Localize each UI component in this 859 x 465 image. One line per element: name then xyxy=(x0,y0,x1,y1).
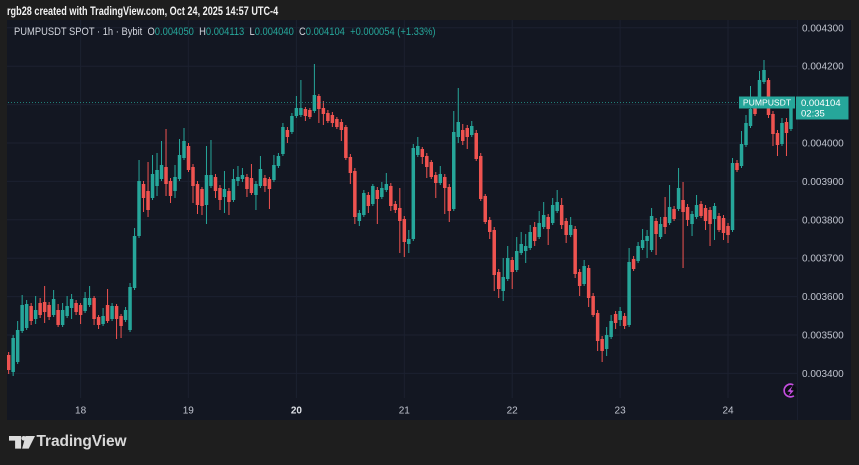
svg-text:0.003900: 0.003900 xyxy=(802,177,844,188)
svg-text:02:35: 02:35 xyxy=(801,108,825,119)
svg-text:0.003500: 0.003500 xyxy=(802,331,844,342)
svg-text:0.003400: 0.003400 xyxy=(802,369,844,380)
svg-text:0.003800: 0.003800 xyxy=(802,215,844,226)
svg-text:21: 21 xyxy=(399,406,411,417)
svg-text:23: 23 xyxy=(615,406,627,417)
svg-text:0.004300: 0.004300 xyxy=(802,23,844,34)
svg-text:20: 20 xyxy=(291,406,303,417)
svg-text:0.004200: 0.004200 xyxy=(802,62,844,73)
svg-text:19: 19 xyxy=(183,406,195,417)
svg-text:18: 18 xyxy=(75,406,87,417)
svg-text:24: 24 xyxy=(722,406,734,417)
svg-text:PUMPUSDT: PUMPUSDT xyxy=(743,98,792,108)
svg-text:0.004104: 0.004104 xyxy=(801,98,841,109)
svg-text:0.003700: 0.003700 xyxy=(802,254,844,265)
svg-text:22: 22 xyxy=(507,406,519,417)
svg-text:0.003600: 0.003600 xyxy=(802,292,844,303)
svg-text:0.004000: 0.004000 xyxy=(802,139,844,150)
